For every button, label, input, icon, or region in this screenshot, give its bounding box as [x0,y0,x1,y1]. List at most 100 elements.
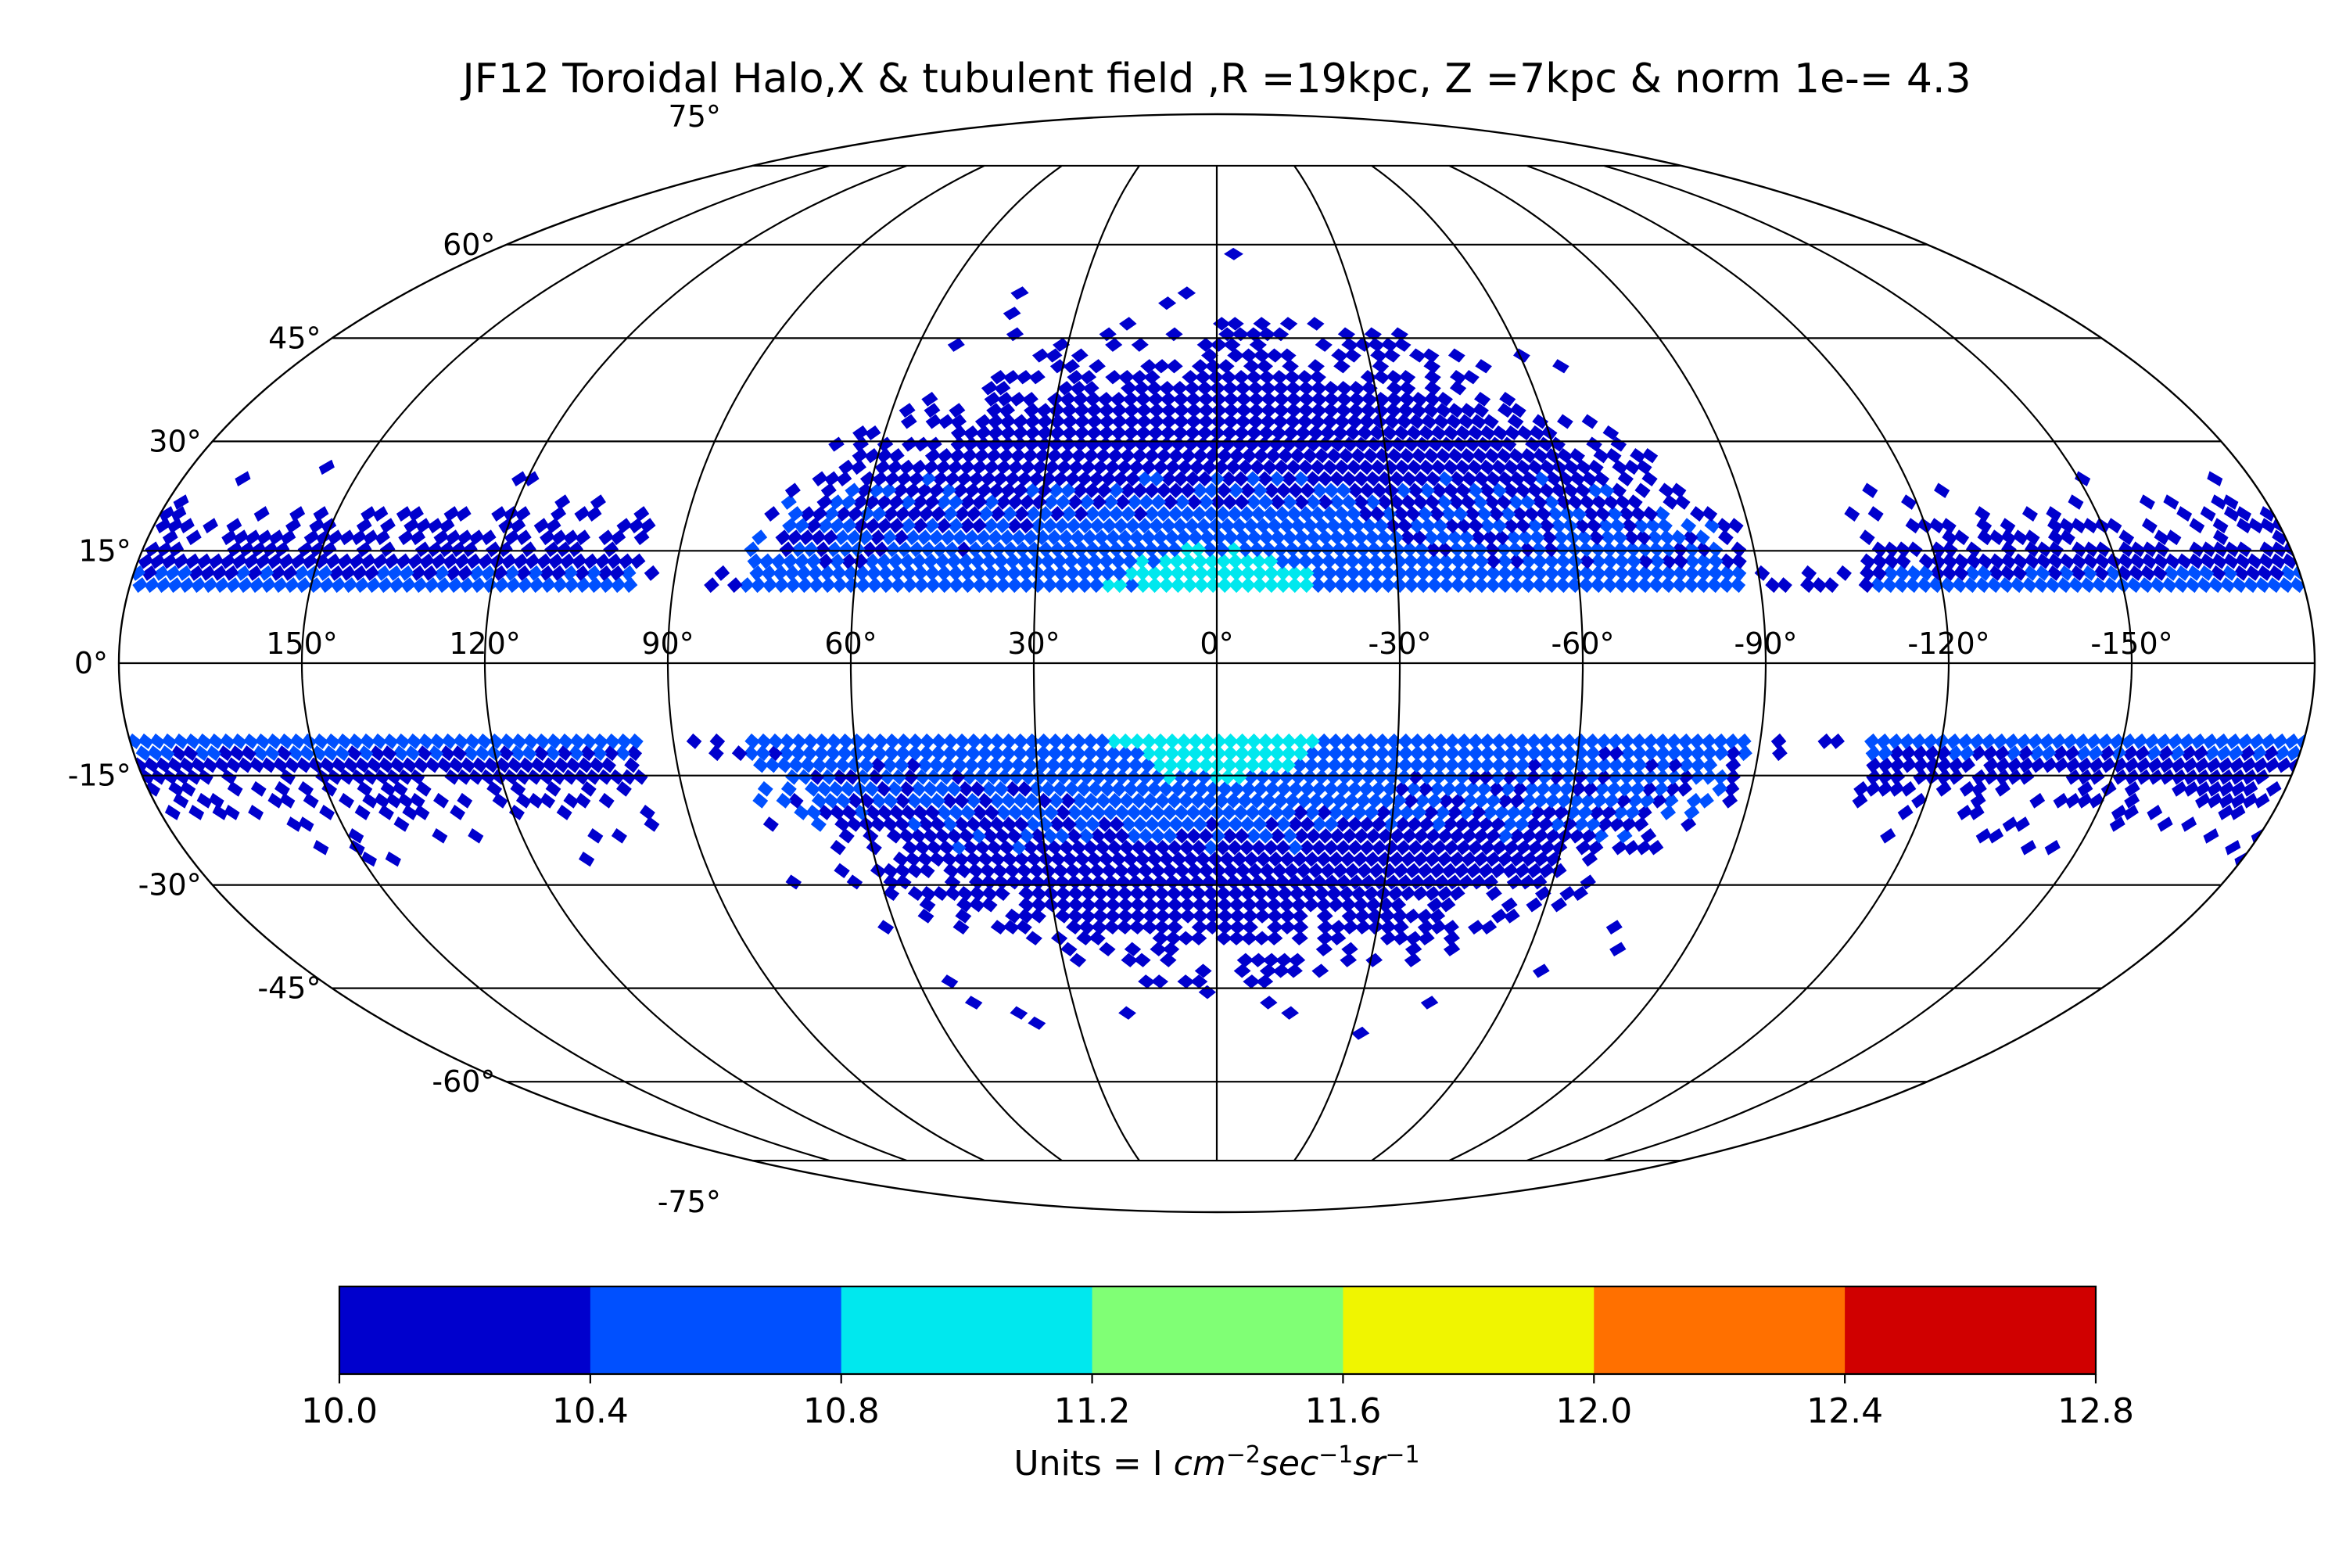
sky-pixel [1557,471,1574,486]
sky-pixel [1297,414,1314,429]
sky-pixel [1126,805,1143,820]
sky-pixel [1241,897,1258,913]
sky-pixel [1398,370,1416,385]
sky-pixel [361,553,376,569]
sky-pixel [1602,577,1618,594]
sky-pixel [2103,577,2119,594]
sky-pixel [1060,733,1075,749]
sky-pixel [1117,897,1134,913]
sky-pixel [726,577,743,594]
sky-pixel [1214,840,1231,856]
sky-pixel [896,471,913,486]
sky-pixel [1257,828,1274,844]
sky-pixel [398,565,414,581]
sky-pixel [922,828,938,844]
sky-pixel [985,769,1001,785]
sky-pixel [971,518,987,534]
sky-pixel [1616,828,1633,844]
sky-pixel [1240,931,1258,945]
sky-pixel [1298,506,1315,522]
sky-pixel [138,553,154,569]
sky-pixel [1881,577,1898,594]
sky-pixel [1333,553,1349,569]
sky-pixel [1219,518,1236,534]
sky-pixel [1012,414,1029,429]
sky-pixel [1064,863,1082,878]
sky-pixel [533,745,549,762]
sky-pixel [1123,780,1139,797]
sky-pixel [1526,897,1543,913]
sky-pixel [1053,863,1069,878]
sky-pixel [161,553,178,569]
sky-pixel [1022,757,1038,773]
sky-pixel [834,757,851,773]
sky-pixel [1480,745,1496,762]
sky-pixel [967,863,984,878]
sky-pixel [2058,565,2074,581]
sky-pixel [233,529,249,546]
sky-pixel [1073,403,1090,418]
sky-pixel [1422,348,1440,363]
sky-pixel [1948,757,1964,773]
lon-tick-label: -30° [1368,626,1431,661]
sky-pixel [375,529,390,546]
sky-pixel [1380,565,1397,581]
sky-pixel [1601,805,1617,820]
lon-tick-label: 60° [824,626,877,661]
sky-pixel [1409,733,1426,749]
sky-pixel [1257,805,1273,820]
sky-pixel [1180,816,1196,832]
sky-pixel [1102,828,1118,844]
sky-pixel [1415,792,1430,809]
sky-pixel [1479,733,1495,749]
sky-pixel [598,792,615,809]
sky-pixel [1591,553,1606,569]
sky-pixel [1048,483,1064,498]
sky-pixel [1376,494,1393,510]
sky-pixel [1322,565,1338,581]
sky-pixel [780,733,795,749]
sky-pixel [1215,553,1232,569]
sky-pixel [1473,553,1490,569]
sky-pixel [138,733,154,749]
sky-pixel [1423,359,1441,374]
sky-pixel [1117,529,1133,546]
sky-pixel [1066,828,1082,844]
sky-pixel [1443,769,1459,785]
lat-tick-label: -30° [138,868,202,902]
sky-pixel [1631,745,1648,762]
sky-pixel [1801,565,1817,581]
sky-pixel [624,757,640,773]
sky-pixel [928,757,945,773]
sky-pixel [267,553,282,569]
sky-pixel [1394,816,1411,832]
sky-pixel [1187,745,1203,762]
sky-pixel [930,506,946,522]
sky-pixel [2208,577,2224,594]
sky-pixel [1515,459,1532,475]
sky-pixel [1340,529,1357,546]
sky-pixel [2054,757,2069,773]
sky-pixel [178,577,195,594]
sky-pixel [409,769,425,785]
sky-pixel [1170,577,1186,594]
sky-pixel [1000,483,1017,498]
sky-pixel [812,471,828,486]
sky-pixel [942,733,959,749]
sky-pixel [1346,414,1363,429]
sky-pixel [953,792,970,809]
sky-pixel [1118,840,1135,856]
sky-pixel [1120,816,1136,832]
sky-pixel [2172,780,2187,797]
sky-pixel [870,792,887,809]
colorbar-tick-label: 10.4 [552,1391,629,1431]
sky-pixel [1129,885,1146,902]
colorbar-label-unit: sec [1261,1444,1318,1484]
sky-pixel [1322,459,1338,475]
sky-pixel [393,816,410,832]
sky-pixel [1372,359,1390,374]
sky-pixel [159,745,175,762]
sky-pixel [969,885,986,902]
sky-pixel [1607,733,1623,749]
sky-pixel [1359,483,1376,498]
